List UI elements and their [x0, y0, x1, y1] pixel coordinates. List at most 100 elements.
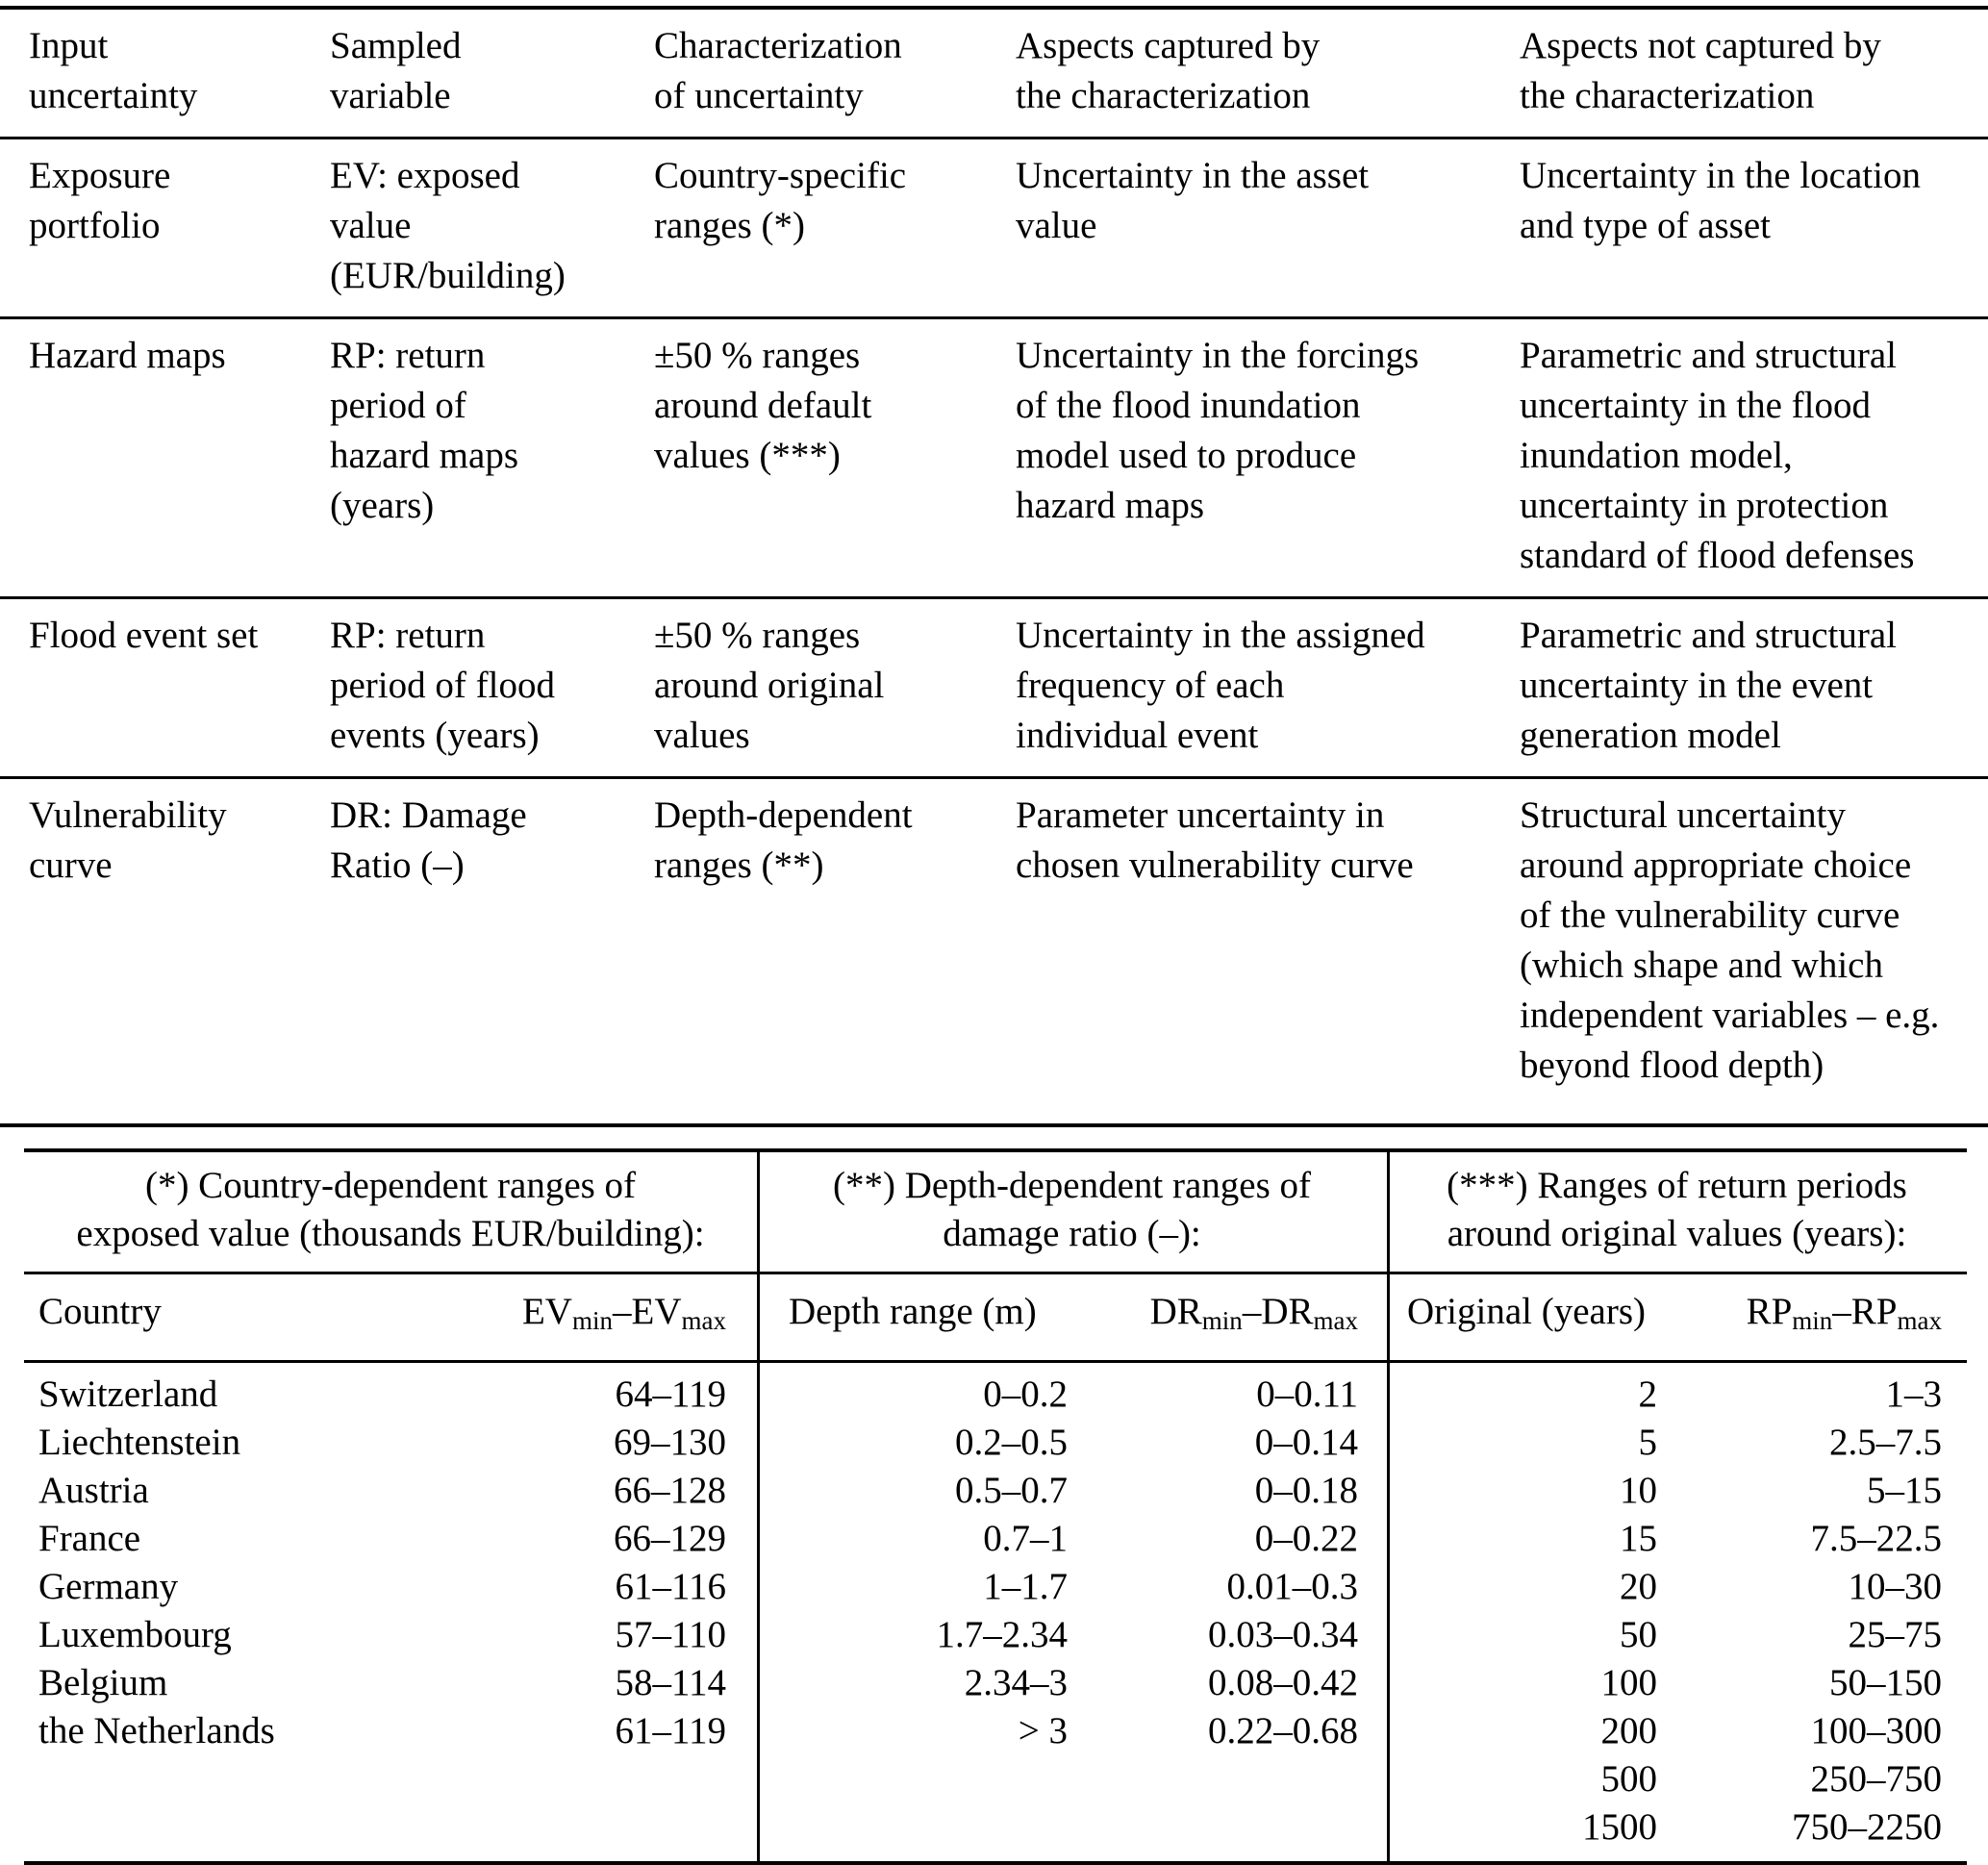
cell-aspects-captured: Parameter uncertainty in chosen vulnerab… [1016, 794, 1414, 886]
table-row: 5 2.5–7.5 [1407, 1419, 1943, 1467]
rp-range-cell: 250–750 [1810, 1757, 1943, 1800]
table-row: Austria 66–128 [38, 1467, 726, 1515]
table-row: 0.5–0.7 0–0.18 [789, 1467, 1358, 1515]
rp-range-cell: 750–2250 [1792, 1805, 1942, 1848]
ev-range-cell: 61–116 [615, 1565, 726, 1607]
cell-characterization: Country-specific ranges (*) [654, 155, 907, 246]
range-base: RP [1746, 1291, 1793, 1332]
range-sub: max [1897, 1305, 1943, 1335]
depth-range-cell: 1–1.7 [983, 1565, 1068, 1607]
cell-characterization: ±50 % ranges around original values [654, 615, 885, 756]
rp-range-cell: 25–75 [1848, 1613, 1943, 1655]
column-header-row: Depth range (m) DRmin–DRmax [757, 1274, 1389, 1363]
depth-range-cell: 1.7–2.34 [936, 1613, 1069, 1655]
dr-range-cell: 0–0.18 [1254, 1469, 1358, 1511]
column-header-ev-range: EVmin–EVmax [522, 1288, 726, 1345]
original-years-cell: 1500 [1582, 1805, 1657, 1848]
ev-range-cell: 66–129 [614, 1517, 726, 1559]
table-row: 15 7.5–22.5 [1407, 1515, 1942, 1563]
range-base: EV [521, 1291, 572, 1332]
cell-sampled-variable: DR: Damage Ratio (–) [330, 794, 527, 886]
rp-range-cell: 7.5–22.5 [1810, 1517, 1943, 1559]
original-years-cell: 50 [1620, 1613, 1657, 1655]
cell-aspects-not-captured: Structural uncertainty around appropriat… [1520, 794, 1940, 1086]
header-sampled-variable: Sampled variable [330, 25, 462, 116]
range-sub: max [681, 1305, 727, 1335]
dr-range-cell: 0.22–0.68 [1208, 1709, 1358, 1752]
rp-range-cell: 50–150 [1829, 1661, 1942, 1703]
column-header-rp-range: RPmin–RPmax [1657, 1288, 1942, 1345]
header-characterization: Characterization of uncertainty [654, 25, 902, 116]
cell-input-uncertainty: Hazard maps [29, 335, 226, 376]
footnote-title-exposed-value: (*) Country-dependent ranges of exposed … [76, 1165, 705, 1254]
cell-aspects-not-captured: Parametric and structural uncertainty in… [1520, 335, 1915, 576]
table-row: 50 25–75 [1407, 1611, 1942, 1659]
range-base: DR [1261, 1291, 1314, 1332]
footnote-title-damage-ratio: (**) Depth-dependent ranges of damage ra… [832, 1165, 1312, 1254]
header-input-uncertainty: Input uncertainty [29, 25, 198, 116]
header-aspects-not-captured: Aspects not captured by the characteriza… [1520, 25, 1881, 116]
rp-range-cell: 1–3 [1885, 1373, 1943, 1415]
cell-sampled-variable: EV: exposed value (EUR/building) [330, 155, 566, 296]
table-row: France 66–129 [38, 1515, 726, 1563]
dr-range-cell: 0.08–0.42 [1208, 1661, 1358, 1703]
table-data: 2 1–3 5 2.5–7.5 10 5–15 15 7.5–22.5 20 10–30 … [1407, 1363, 1942, 1861]
depth-range-cell: 2.34–3 [964, 1661, 1068, 1703]
depth-range-cell: 0.5–0.7 [955, 1469, 1068, 1511]
rp-range-cell: 100–300 [1810, 1709, 1943, 1752]
table-row: 20 10–30 [1407, 1563, 1942, 1611]
table-row: > 3 0.22–0.68 [789, 1707, 1358, 1755]
header-row: Input uncertainty Sampled variable Chara… [0, 8, 1988, 139]
cell-input-uncertainty: Exposure portfolio [29, 155, 171, 246]
ev-range-cell: 64–119 [615, 1373, 726, 1415]
dr-range-cell: 0–0.11 [1256, 1373, 1358, 1415]
range-sub: max [1313, 1305, 1359, 1335]
table-row: 200 100–300 [1407, 1707, 1943, 1755]
footnote-title-return-periods: (***) Ranges of return periods around or… [1447, 1165, 1907, 1254]
table-row: 1500 750–2250 [1407, 1803, 1942, 1852]
range-sub: min [1201, 1305, 1243, 1335]
table-row-hazard-maps: Hazard maps RP: return period of hazard … [0, 317, 1988, 598]
table-row: 0.2–0.5 0–0.14 [789, 1419, 1358, 1467]
dr-range-cell: 0–0.22 [1254, 1517, 1358, 1559]
dr-range-cell: 0.03–0.34 [1208, 1613, 1358, 1655]
country-cell: Austria [38, 1469, 149, 1511]
vertical-divider [1387, 1152, 1390, 1861]
cell-characterization: ±50 % ranges around default values (***) [654, 335, 872, 476]
header-aspects-captured: Aspects captured by the characterization [1016, 25, 1321, 116]
paper-table-page: Input uncertainty Sampled variable Chara… [0, 6, 1988, 1865]
footnote-table-exposed-value: Country EVmin–EVmax Switzerland 64–119 Li… [24, 1274, 757, 1861]
column-header-row: Country EVmin–EVmax [24, 1274, 757, 1363]
table-row: 10 5–15 [1407, 1467, 1942, 1515]
range-dash: – [1832, 1291, 1851, 1332]
table-data: 0–0.2 0–0.11 0.2–0.5 0–0.14 0.5–0.7 0–0.18 … [789, 1363, 1359, 1765]
range-base: EV [631, 1291, 682, 1332]
original-years-cell: 2 [1638, 1373, 1658, 1415]
table-data: Switzerland 64–119 Liechtenstein 69–130 Au… [38, 1363, 726, 1765]
cell-input-uncertainty: Vulnerability curve [29, 794, 227, 886]
table-row: Belgium 58–114 [38, 1659, 726, 1707]
depth-range-cell: 0.2–0.5 [955, 1421, 1068, 1463]
table-row: Switzerland 64–119 [38, 1371, 726, 1419]
country-cell: France [38, 1517, 141, 1559]
country-cell: the Netherlands [38, 1709, 275, 1752]
uncertainty-characterization-table: Input uncertainty Sampled variable Chara… [0, 6, 1988, 1127]
vertical-divider [757, 1152, 760, 1861]
table-row: Liechtenstein 69–130 [38, 1419, 726, 1467]
ev-range-cell: 57–110 [615, 1613, 726, 1655]
cell-sampled-variable: RP: return period of hazard maps (years) [330, 335, 518, 526]
footnote-tables: (*) Country-dependent ranges of exposed … [24, 1148, 1967, 1865]
footnote-table-damage-ratio: Depth range (m) DRmin–DRmax 0–0.2 0–0.11 … [757, 1274, 1389, 1861]
table-row: the Netherlands 61–119 [38, 1707, 726, 1755]
footnote-tables-body: Country EVmin–EVmax Switzerland 64–119 Li… [24, 1274, 1967, 1861]
ev-range-cell: 66–128 [614, 1469, 726, 1511]
dr-range-cell: 0.01–0.3 [1226, 1565, 1359, 1607]
cell-aspects-not-captured: Uncertainty in the location and type of … [1520, 155, 1921, 246]
original-years-cell: 5 [1638, 1421, 1658, 1463]
table-row: 1.7–2.34 0.03–0.34 [789, 1611, 1359, 1659]
range-dash: – [1242, 1291, 1262, 1332]
table-row: 100 50–150 [1407, 1659, 1943, 1707]
footnote-titles-row: (*) Country-dependent ranges of exposed … [24, 1152, 1967, 1274]
range-base: DR [1149, 1291, 1202, 1332]
depth-range-cell: 0–0.2 [983, 1373, 1068, 1415]
